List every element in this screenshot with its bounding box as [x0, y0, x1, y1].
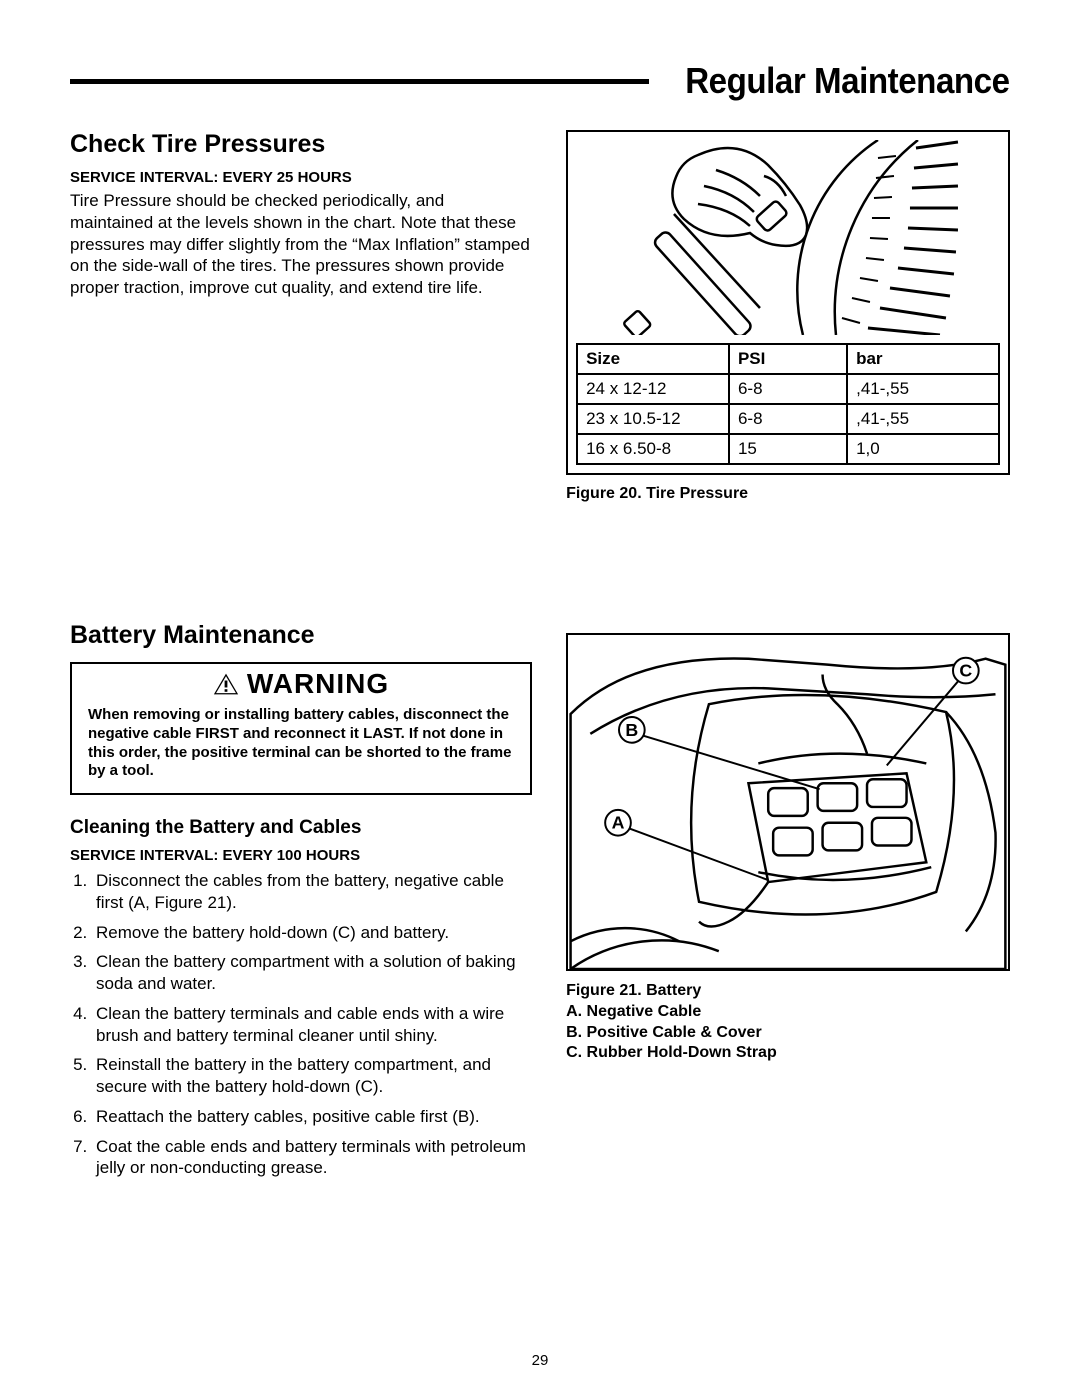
- cell: ,41-,55: [847, 374, 999, 404]
- caption-c: C. Rubber Hold-Down Strap: [566, 1043, 1010, 1064]
- header-title: Regular Maintenance: [678, 60, 1010, 102]
- step: Remove the battery hold-down (C) and bat…: [92, 922, 532, 944]
- step: Coat the cable ends and battery terminal…: [92, 1136, 532, 1180]
- label-a: A: [612, 813, 625, 833]
- warning-icon: [213, 672, 239, 696]
- warning-box: WARNING When removing or installing batt…: [70, 662, 532, 795]
- tire-illustration: [576, 140, 1000, 335]
- warning-label: WARNING: [247, 668, 389, 700]
- battery-subheading: Cleaning the Battery and Cables: [70, 817, 532, 839]
- tire-paragraph: Tire Pressure should be checked periodic…: [70, 190, 532, 299]
- tire-figure-box: Size PSI bar 24 x 12-12 6-8 ,41-,55 23 x…: [566, 130, 1010, 475]
- tire-heading: Check Tire Pressures: [70, 130, 532, 159]
- cell: 15: [729, 434, 847, 464]
- battery-figure-column: C B A Figure 21. Battery A. Negative Cab…: [566, 621, 1010, 1187]
- battery-service-interval: SERVICE INTERVAL: EVERY 100 HOURS: [70, 847, 532, 864]
- label-c: C: [959, 661, 972, 681]
- tire-section: Check Tire Pressures SERVICE INTERVAL: E…: [70, 130, 1010, 503]
- caption-b: B. Positive Cable & Cover: [566, 1023, 1010, 1044]
- col-psi: PSI: [729, 344, 847, 374]
- table-header-row: Size PSI bar: [577, 344, 999, 374]
- header-rule: [70, 79, 649, 84]
- cell: ,41-,55: [847, 404, 999, 434]
- battery-heading: Battery Maintenance: [70, 621, 532, 650]
- tire-figure-caption: Figure 20. Tire Pressure: [566, 485, 1010, 503]
- tire-service-interval: SERVICE INTERVAL: EVERY 25 HOURS: [70, 169, 532, 186]
- warning-text: When removing or installing battery cabl…: [72, 706, 530, 793]
- tire-pressure-table: Size PSI bar 24 x 12-12 6-8 ,41-,55 23 x…: [576, 343, 1000, 465]
- battery-text-column: Battery Maintenance WARNING When removin…: [70, 621, 532, 1187]
- step: Clean the battery compartment with a sol…: [92, 951, 532, 995]
- caption-title: Figure 21. Battery: [566, 981, 1010, 1002]
- battery-steps: Disconnect the cables from the battery, …: [70, 870, 532, 1179]
- table-body: 24 x 12-12 6-8 ,41-,55 23 x 10.5-12 6-8 …: [577, 374, 999, 464]
- cell: 6-8: [729, 404, 847, 434]
- page-header: Regular Maintenance: [70, 60, 1010, 102]
- step: Reinstall the battery in the battery com…: [92, 1054, 532, 1098]
- col-bar: bar: [847, 344, 999, 374]
- step: Disconnect the cables from the battery, …: [92, 870, 532, 914]
- table-row: 23 x 10.5-12 6-8 ,41-,55: [577, 404, 999, 434]
- table-head: Size PSI bar: [577, 344, 999, 374]
- cell: 16 x 6.50-8: [577, 434, 729, 464]
- warning-header: WARNING: [72, 664, 530, 706]
- battery-illustration: C B A: [566, 633, 1010, 971]
- table-row: 24 x 12-12 6-8 ,41-,55: [577, 374, 999, 404]
- cell: 6-8: [729, 374, 847, 404]
- cell: 23 x 10.5-12: [577, 404, 729, 434]
- step: Clean the battery terminals and cable en…: [92, 1003, 532, 1047]
- label-b: B: [625, 720, 638, 740]
- cell: 1,0: [847, 434, 999, 464]
- step: Reattach the battery cables, positive ca…: [92, 1106, 532, 1128]
- cell: 24 x 12-12: [577, 374, 729, 404]
- page-number: 29: [0, 1352, 1080, 1369]
- battery-caption: Figure 21. Battery A. Negative Cable B. …: [566, 981, 1010, 1064]
- battery-section: Battery Maintenance WARNING When removin…: [70, 621, 1010, 1187]
- table-row: 16 x 6.50-8 15 1,0: [577, 434, 999, 464]
- caption-a: A. Negative Cable: [566, 1002, 1010, 1023]
- col-size: Size: [577, 344, 729, 374]
- tire-figure-column: Size PSI bar 24 x 12-12 6-8 ,41-,55 23 x…: [566, 130, 1010, 503]
- tire-text-column: Check Tire Pressures SERVICE INTERVAL: E…: [70, 130, 532, 503]
